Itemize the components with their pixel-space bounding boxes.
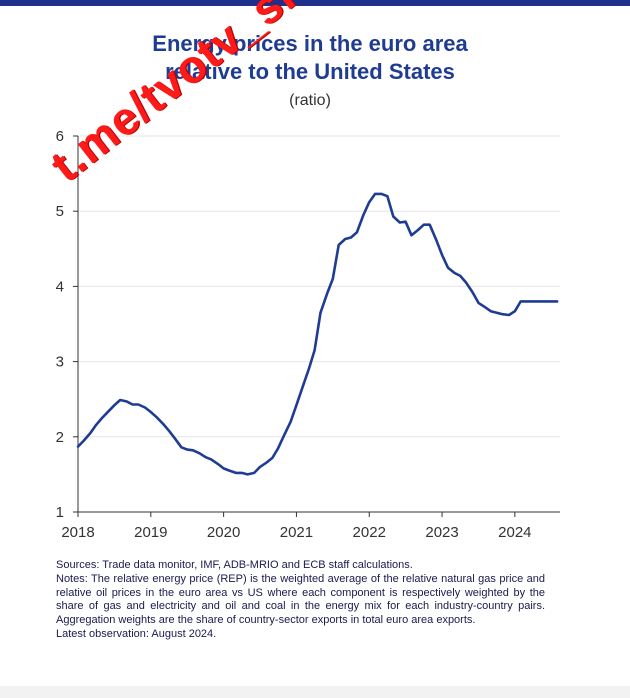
chart-title: Energy prices in the euro area relative …: [0, 30, 620, 86]
x-tick-label: 2023: [425, 524, 458, 541]
y-tick-label: 3: [56, 354, 64, 371]
x-tick-label: 2022: [353, 524, 386, 541]
chart-title-line-1: Energy prices in the euro area: [152, 31, 468, 56]
top-accent-bar: [0, 0, 630, 6]
x-tick-label: 2021: [280, 524, 313, 541]
chart-notes: Sources: Trade data monitor, IMF, ADB-MR…: [56, 559, 545, 642]
latest-observation-text: Latest observation: August 2024.: [56, 627, 217, 640]
y-tick-label: 5: [56, 203, 64, 220]
sources-text: Sources: Trade data monitor, IMF, ADB-MR…: [56, 559, 413, 571]
x-tick-label: 2018: [61, 524, 94, 541]
y-tick-label: 2: [56, 429, 64, 446]
chart-title-line-2: relative to the United States: [165, 59, 455, 84]
notes-text: Notes: The relative energy price (REP) i…: [56, 572, 545, 627]
x-tick-label: 2024: [498, 524, 531, 541]
y-tick-label: 6: [56, 128, 64, 145]
x-tick-label: 2019: [134, 524, 167, 541]
chart-subtitle: (ratio): [289, 92, 331, 109]
y-tick-label: 4: [56, 278, 64, 295]
x-tick-label: 2020: [207, 524, 240, 541]
y-tick-label: 1: [56, 504, 64, 521]
series-line: [76, 192, 559, 476]
